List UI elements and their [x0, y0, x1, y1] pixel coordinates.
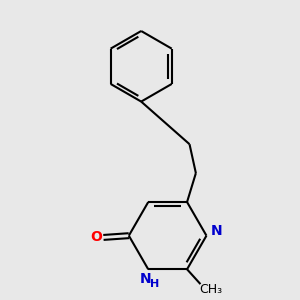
- Text: O: O: [90, 230, 102, 244]
- Text: N: N: [211, 224, 222, 239]
- Text: CH₃: CH₃: [199, 283, 222, 296]
- Text: N: N: [140, 272, 151, 286]
- Text: H: H: [150, 279, 159, 289]
